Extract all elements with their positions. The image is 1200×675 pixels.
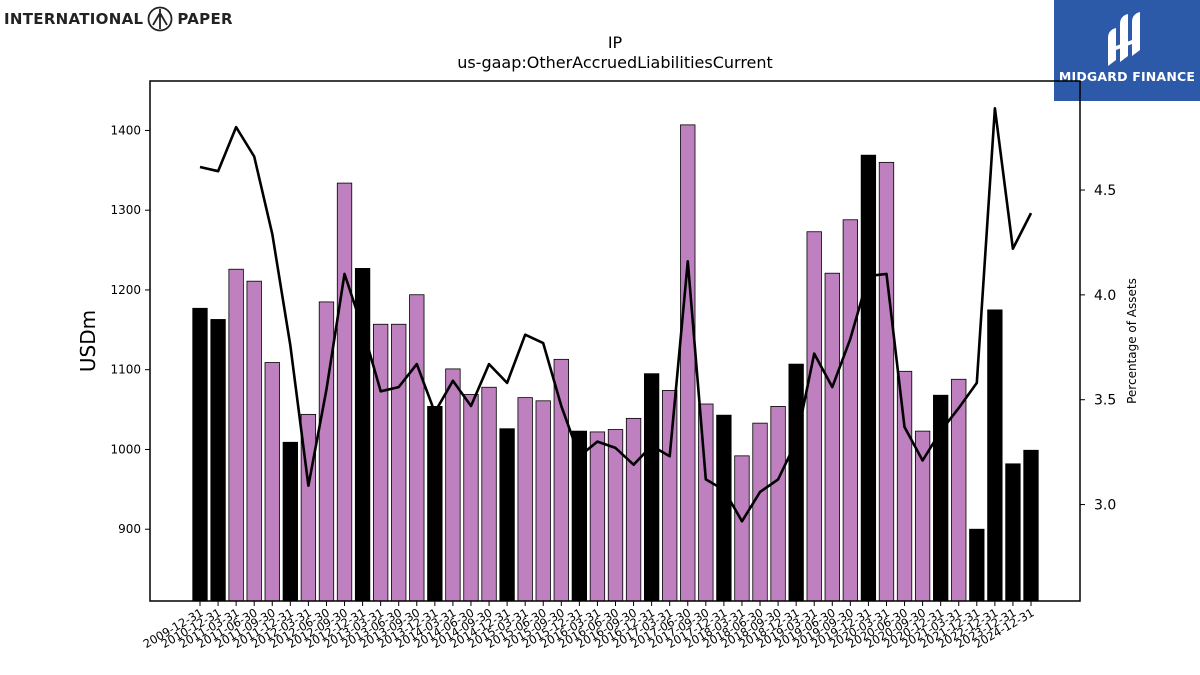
y-tick-label-left: 1300 (110, 203, 141, 217)
midgard-logo-text: MIDGARD FINANCE (1058, 69, 1196, 84)
bar-2013-06-30 (391, 323, 407, 602)
bar-2014-03-31 (445, 368, 461, 602)
bar-2011-12-31 (282, 441, 298, 602)
bar-2015-09-30 (553, 358, 569, 602)
y-tick-label-left: 1000 (110, 442, 141, 456)
bar-2016-06-30 (607, 429, 624, 602)
y-tick-label-left: 1400 (110, 123, 141, 137)
x-axis: 2009-12-312010-12-312011-03-312011-06-30… (141, 601, 1037, 651)
international-paper-logo-icon (147, 6, 173, 32)
bar-2014-12-31 (499, 428, 515, 602)
bar-2020-09-30 (914, 430, 931, 602)
midgard-logo-icon (1108, 12, 1140, 66)
bar-2011-09-30 (264, 362, 280, 602)
bars-group (192, 124, 1039, 602)
line-group (199, 107, 1033, 523)
bar-2013-03-31 (373, 323, 389, 602)
y-axis-label-right: Percentage of Assets (1125, 278, 1139, 404)
bar-2018-06-30 (752, 422, 768, 602)
y-tick-label-left: 900 (118, 522, 141, 536)
bar-2018-12-31 (788, 363, 804, 602)
bar-2014-06-30 (463, 394, 479, 602)
bar-2021-12-31 (969, 528, 985, 602)
bar-2023-12-31 (1005, 463, 1021, 602)
bar-2017-06-30 (680, 124, 696, 602)
y-axis-label-left: USDm (76, 310, 100, 372)
bar-2019-09-30 (842, 219, 858, 602)
y-axis-left: 900 1000 1100 1200 1300 1400 (110, 123, 150, 536)
bar-2016-09-30 (625, 417, 642, 602)
y-tick-label-right: 4.5 (1094, 183, 1116, 199)
chart-title: IP (608, 33, 623, 52)
bar-2022-12-31 (987, 309, 1003, 602)
bar-2015-03-31 (517, 397, 533, 602)
bar-2012-09-30 (336, 182, 353, 602)
bar-2019-06-30 (824, 272, 840, 602)
y-tick-label-right: 4.0 (1094, 288, 1116, 304)
bar-2019-03-31 (806, 231, 822, 602)
bar-2016-12-31 (643, 373, 660, 602)
bar-2011-06-30 (246, 280, 262, 602)
bar-2012-12-31 (354, 268, 371, 602)
bar-2017-12-31 (716, 414, 732, 602)
bar-2020-03-31 (878, 161, 895, 602)
international-paper-logo: INTERNATIONAL PAPER (4, 6, 233, 32)
y-tick-label-right: 3.5 (1094, 393, 1116, 409)
chart-subtitle: us-gaap:OtherAccruedLiabilitiesCurrent (457, 53, 773, 72)
bar-2015-06-30 (535, 400, 551, 602)
y-axis-right: 3.0 3.5 4.0 4.5 (1080, 183, 1116, 514)
y-tick-label-left: 1100 (110, 363, 141, 377)
y-tick-label-right: 3.0 (1094, 498, 1116, 514)
bar-2018-03-31 (734, 455, 750, 602)
brand-text-left: INTERNATIONAL (4, 10, 144, 28)
bar-2011-03-31 (228, 268, 244, 602)
y-tick-label-left: 1200 (110, 283, 141, 297)
bar-2017-03-31 (662, 390, 678, 602)
bar-2012-06-30 (318, 301, 335, 602)
bar-2013-12-31 (427, 405, 443, 602)
bar-2014-09-30 (481, 386, 497, 602)
bar-2018-09-30 (770, 405, 786, 602)
bar-2013-09-30 (409, 294, 425, 602)
percentage-of-assets-line (199, 107, 1033, 523)
bar-2020-06-30 (896, 370, 913, 602)
bar-2016-03-31 (589, 431, 606, 602)
bar-2010-12-31 (210, 319, 226, 602)
brand-text-right: PAPER (177, 10, 233, 28)
bar-2019-12-31 (860, 154, 877, 602)
bar-2009-12-31 (192, 307, 208, 602)
bar-2024-12-31 (1023, 449, 1039, 602)
midgard-finance-logo: MIDGARD FINANCE (1054, 0, 1200, 101)
